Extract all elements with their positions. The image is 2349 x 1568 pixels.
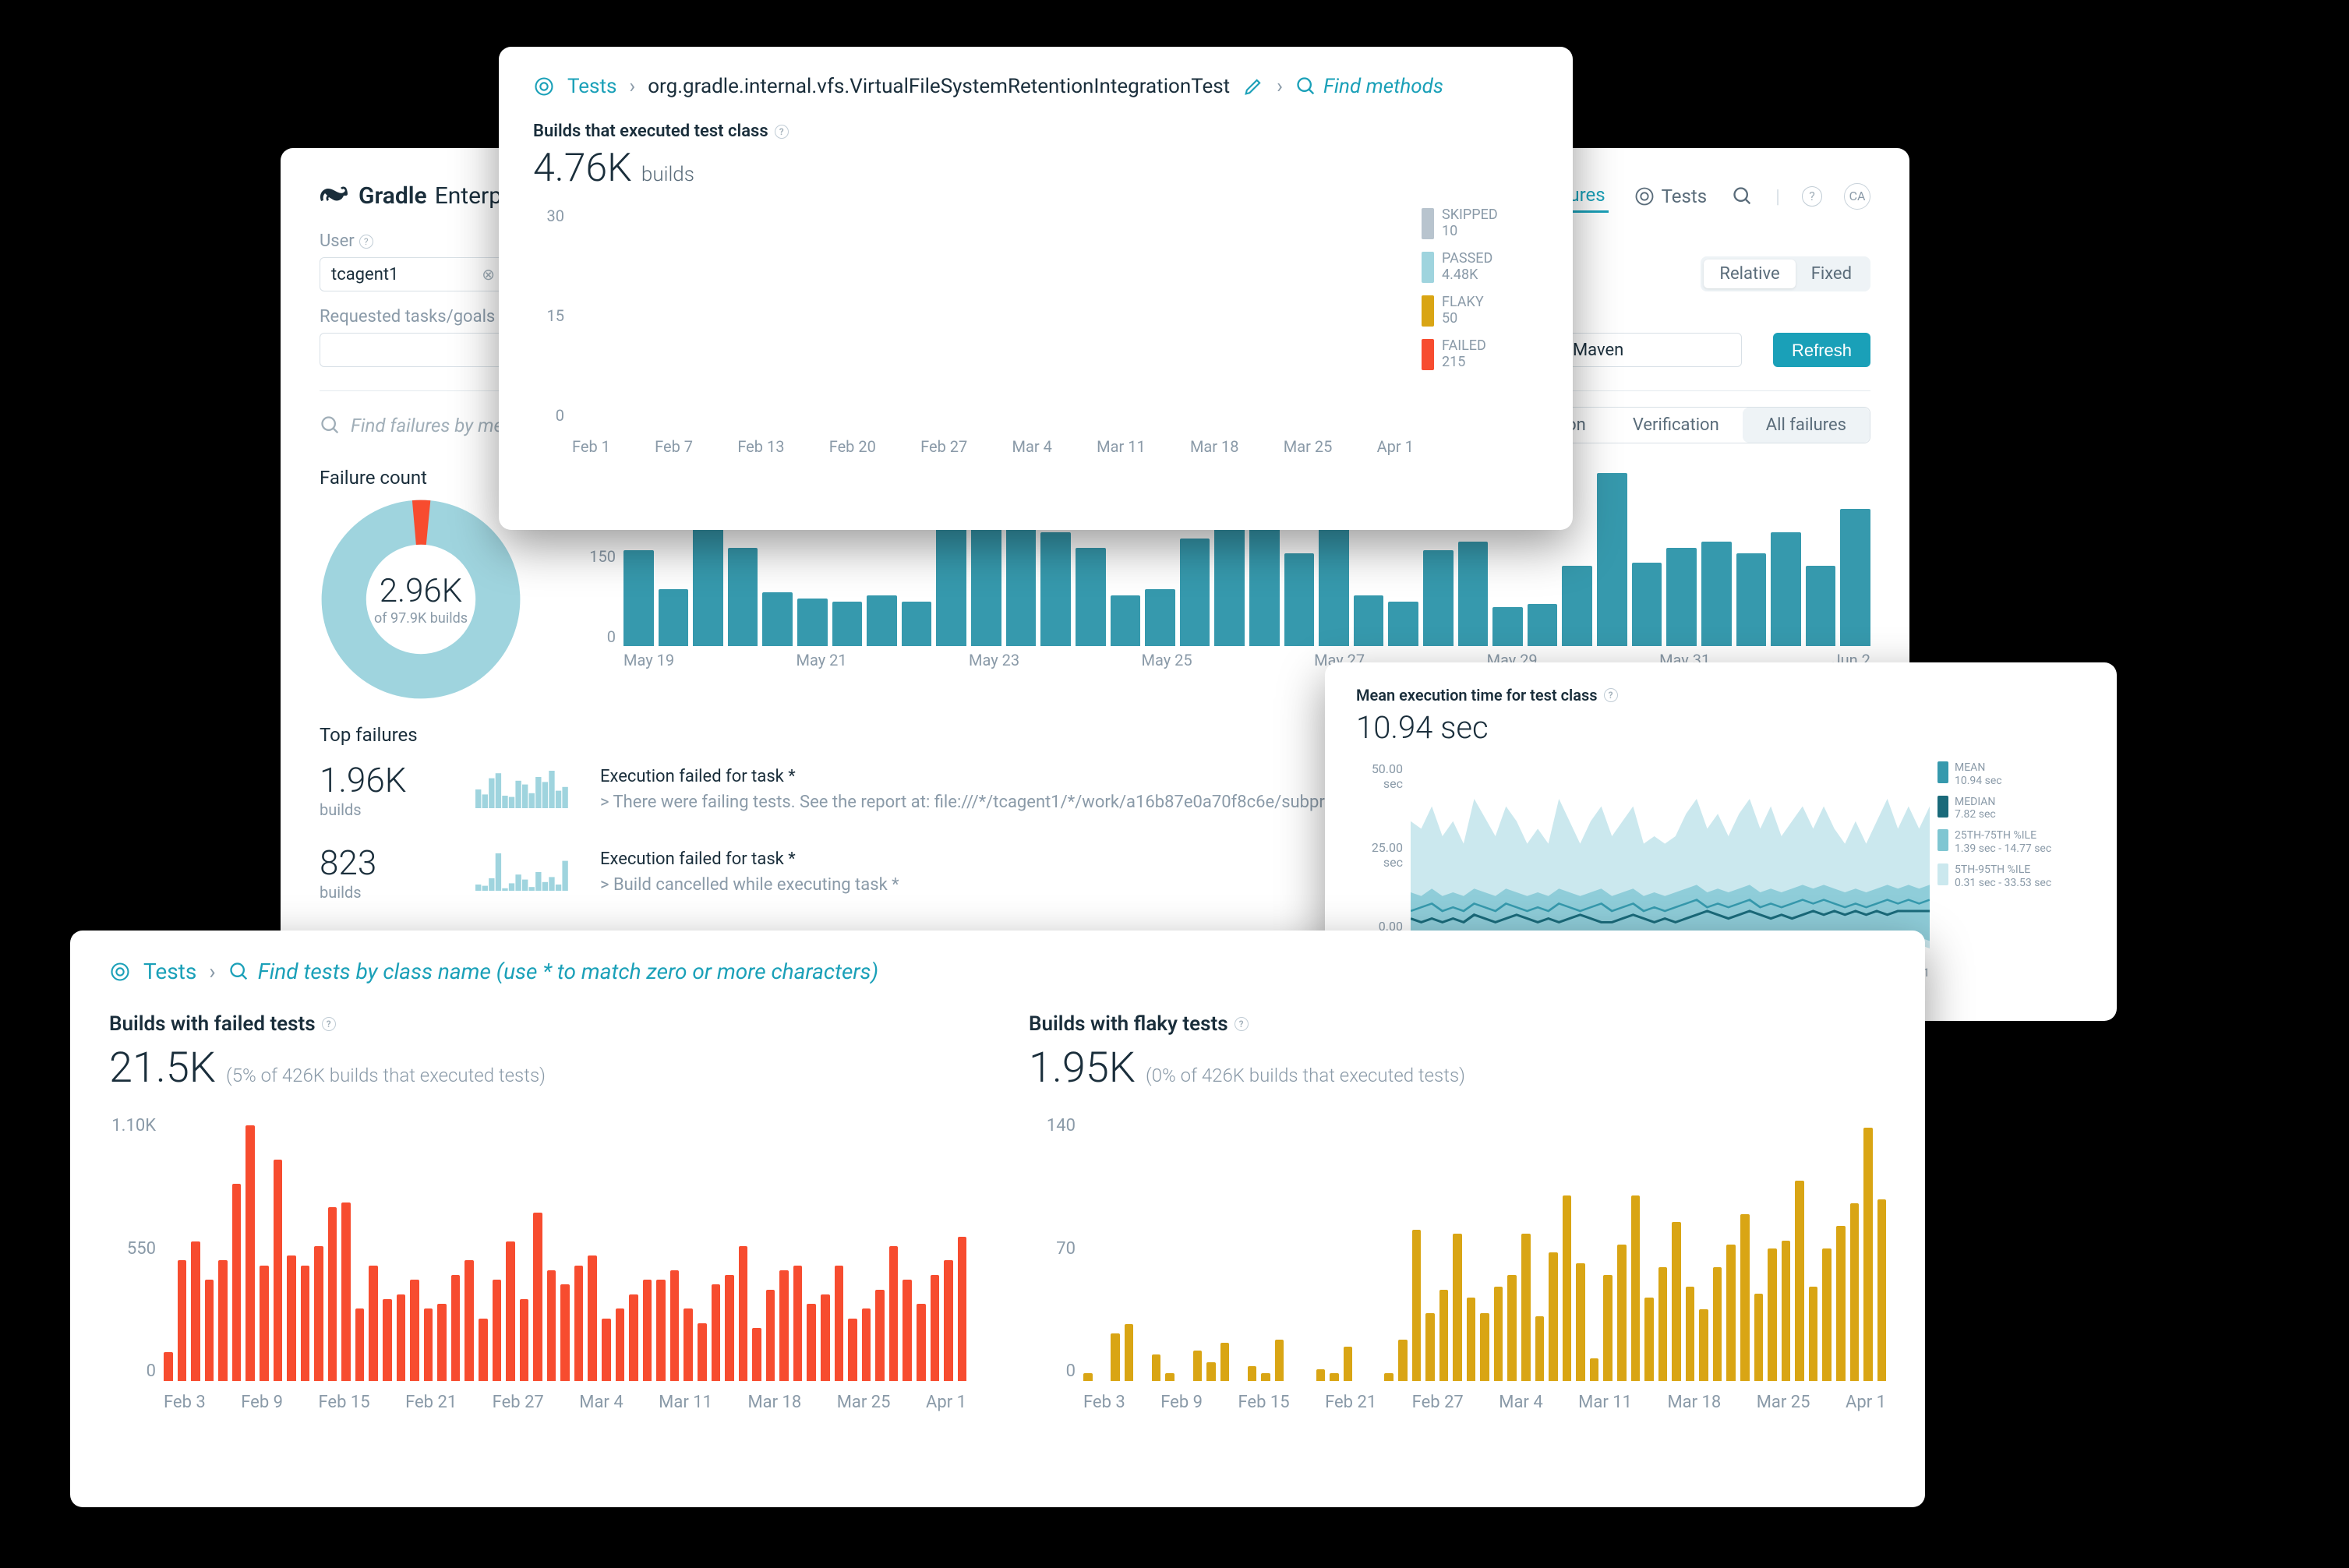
breadcrumb: Tests › Find tests by class name (use * … — [109, 959, 1886, 984]
avatar[interactable]: CA — [1844, 183, 1870, 210]
legend-item: SKIPPED10 — [1422, 207, 1538, 239]
seg-fixed[interactable]: Fixed — [1796, 260, 1867, 288]
search-icon[interactable] — [1732, 185, 1754, 207]
help-icon[interactable]: ? — [359, 235, 373, 249]
chart-y-axis: 1.10K5500 — [109, 1116, 156, 1381]
builds-executed-label: Builds that executed test class? — [533, 122, 1538, 141]
clear-icon[interactable]: ⊗ — [482, 265, 495, 284]
target-icon — [1634, 185, 1655, 207]
gradle-icon — [320, 185, 351, 208]
mean-exec-value: 10.94 sec — [1356, 709, 2086, 746]
legend-item: FAILED215 — [1422, 337, 1538, 370]
test-class-chart: 30150 Feb 1Feb 7Feb 13Feb 20Feb 27Mar 4M… — [533, 207, 1538, 456]
legend-item: FLAKY50 — [1422, 294, 1538, 327]
target-icon — [109, 961, 131, 983]
chart-bars — [572, 207, 1414, 425]
flaky-tests-col: Builds with flaky tests? 1.95K (0% of 42… — [1029, 1012, 1886, 1412]
chart-y-axis: 30150 — [533, 207, 564, 425]
chart-bars — [164, 1116, 966, 1381]
flaky-tests-chart: 140700 Feb 3Feb 9Feb 15Feb 21Feb 27Mar 4… — [1029, 1116, 1886, 1412]
bc-tests[interactable]: Tests — [567, 75, 616, 98]
chart-legend: SKIPPED10 PASSED4.48K FLAKY50 FAILED215 — [1422, 207, 1538, 370]
tab-all-failures[interactable]: All failures — [1743, 408, 1870, 443]
find-methods-link[interactable]: Find methods — [1295, 75, 1443, 98]
failed-tests-count: 21.5K (5% of 426K builds that executed t… — [109, 1044, 966, 1093]
chart-x-axis: Feb 3Feb 9Feb 15Feb 21Feb 27Mar 4Mar 11M… — [1083, 1393, 1886, 1412]
chart-x-axis: Feb 1Feb 7Feb 13Feb 20Feb 27Mar 4Mar 11M… — [572, 437, 1414, 456]
search-icon — [228, 961, 250, 983]
bc-tests[interactable]: Tests — [143, 959, 196, 984]
failed-tests-col: Builds with failed tests? 21.5K (5% of 4… — [109, 1012, 966, 1412]
flaky-tests-title: Builds with flaky tests — [1029, 1012, 1228, 1036]
chart-y-axis: 140700 — [1029, 1116, 1076, 1381]
failed-tests-title: Builds with failed tests — [109, 1012, 316, 1036]
brand-name: Gradle — [359, 182, 427, 210]
failed-tests-chart: 1.10K5500 Feb 3Feb 9Feb 15Feb 21Feb 27Ma… — [109, 1116, 966, 1412]
chart-x-axis: Feb 3Feb 9Feb 15Feb 21Feb 27Mar 4Mar 11M… — [164, 1393, 966, 1412]
seg-relative[interactable]: Relative — [1704, 260, 1795, 288]
help-icon[interactable]: ? — [1604, 688, 1618, 702]
builds-executed-value: 4.76K builds — [533, 146, 1538, 191]
chart-y-axis: 50.00 sec25.00 sec0.00 sec — [1356, 761, 1403, 948]
flaky-tests-count: 1.95K (0% of 426K builds that executed t… — [1029, 1044, 1886, 1093]
tests-overview-panel: Tests › Find tests by class name (use * … — [70, 931, 1925, 1507]
chart-bars — [1083, 1116, 1886, 1381]
help-icon[interactable]: ? — [1235, 1017, 1249, 1031]
edit-icon[interactable] — [1242, 76, 1264, 97]
refresh-button[interactable]: Refresh — [1773, 333, 1870, 367]
chart-legend: MEAN10.94 secMEDIAN7.82 sec25TH-75TH %IL… — [1937, 761, 2086, 889]
user-input[interactable]: tcagent1⊗ — [320, 257, 507, 291]
test-class-panel: Tests › org.gradle.internal.vfs.VirtualF… — [499, 47, 1573, 530]
help-icon[interactable]: ? — [775, 125, 789, 139]
tab-verification[interactable]: Verification — [1609, 408, 1743, 443]
target-icon — [533, 76, 555, 97]
failure-donut: 2.96K of 97.9K builds — [320, 498, 522, 701]
legend-item: PASSED4.48K — [1422, 250, 1538, 283]
tab-tests[interactable]: Tests — [1630, 181, 1711, 212]
two-column-charts: Builds with failed tests? 21.5K (5% of 4… — [109, 1012, 1886, 1412]
bc-class-name: org.gradle.internal.vfs.VirtualFileSyste… — [648, 75, 1230, 98]
help-icon[interactable]: ? — [1802, 186, 1822, 207]
mean-exec-label: Mean execution time for test class? — [1356, 686, 2086, 705]
search-icon — [1295, 76, 1317, 97]
help-icon[interactable]: ? — [322, 1017, 336, 1031]
donut-sub: of 97.9K builds — [374, 610, 468, 627]
date-mode-segment: Relative Fixed — [1701, 256, 1870, 291]
tasks-label: Requested tasks/goals — [320, 307, 495, 327]
search-icon — [320, 415, 341, 436]
donut-value: 2.96K — [374, 572, 468, 610]
user-label: User — [320, 231, 355, 251]
breadcrumb: Tests › org.gradle.internal.vfs.VirtualF… — [533, 75, 1538, 98]
find-tests-input[interactable]: Find tests by class name (use * to match… — [228, 959, 878, 984]
